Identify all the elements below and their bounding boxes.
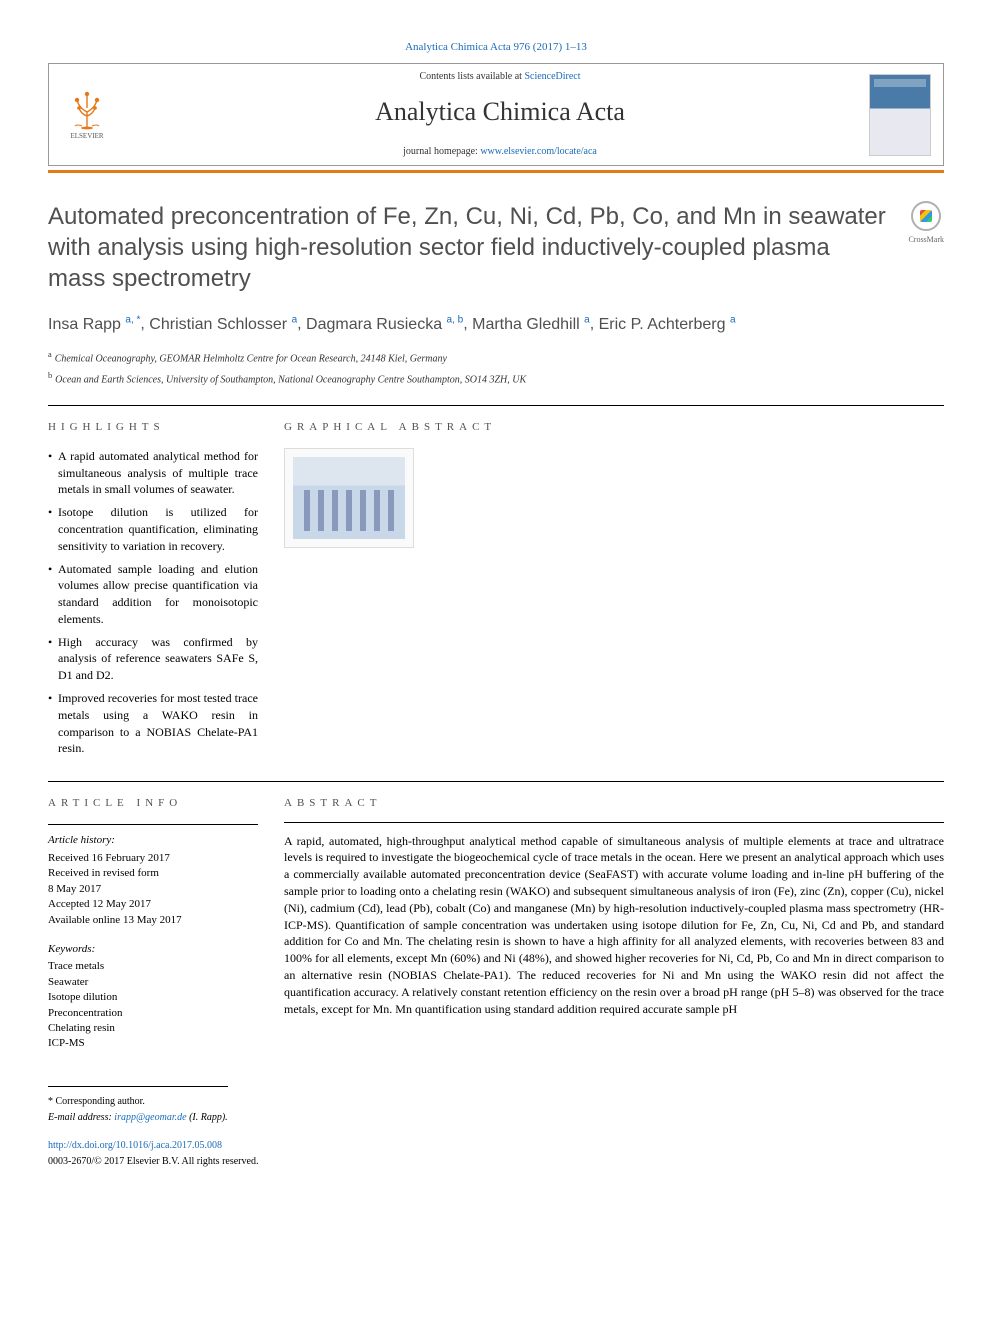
keyword-item: Preconcentration <box>48 1006 258 1021</box>
email-suffix: (I. Rapp). <box>187 1112 228 1123</box>
contents-available-line: Contents lists available at ScienceDirec… <box>131 70 869 84</box>
journal-homepage-link[interactable]: www.elsevier.com/locate/aca <box>480 146 597 157</box>
journal-cover-thumbnail <box>869 74 931 156</box>
copyright-line: 0003-2670/© 2017 Elsevier B.V. All right… <box>48 1155 944 1169</box>
crossmark-label: CrossMark <box>908 234 944 245</box>
article-history-label: Article history: <box>48 833 258 848</box>
crossmark-icon <box>911 201 941 231</box>
highlights-heading: HIGHLIGHTS <box>48 420 258 435</box>
doi-line: http://dx.doi.org/10.1016/j.aca.2017.05.… <box>48 1139 944 1153</box>
graphical-abstract-heading: GRAPHICAL ABSTRACT <box>284 420 944 435</box>
author-name: Martha Gledhill a <box>472 316 590 333</box>
revised-date-l2: 8 May 2017 <box>48 882 258 897</box>
thin-divider <box>48 824 258 825</box>
journal-homepage-line: journal homepage: www.elsevier.com/locat… <box>131 145 869 159</box>
abstract-text: A rapid, automated, high-throughput anal… <box>284 833 944 1018</box>
affiliation-line: bOcean and Earth Sciences, University of… <box>48 370 944 387</box>
keyword-item: Seawater <box>48 975 258 990</box>
received-date: Received 16 February 2017 <box>48 851 258 866</box>
article-title: Automated preconcentration of Fe, Zn, Cu… <box>48 201 888 295</box>
revised-date-l1: Received in revised form <box>48 866 258 881</box>
author-name: Dagmara Rusiecka a, b <box>306 316 463 333</box>
doi-link[interactable]: http://dx.doi.org/10.1016/j.aca.2017.05.… <box>48 1140 222 1151</box>
elsevier-tree-icon <box>67 88 107 130</box>
orange-divider-bar <box>48 170 944 173</box>
article-info-heading: ARTICLE INFO <box>48 796 258 811</box>
authors-line: Insa Rapp a, *, Christian Schlosser a, D… <box>48 312 944 336</box>
corresponding-email-link[interactable]: irapp@geomar.de <box>114 1112 186 1123</box>
highlight-item: A rapid automated analytical method for … <box>48 448 258 498</box>
highlight-item: Improved recoveries for most tested trac… <box>48 690 258 757</box>
graphical-abstract-image <box>284 448 414 548</box>
journal-header-box: ELSEVIER Contents lists available at Sci… <box>48 63 944 165</box>
author-name: Eric P. Achterberg a <box>599 316 736 333</box>
keyword-item: Isotope dilution <box>48 990 258 1005</box>
author-name: Christian Schlosser a <box>149 316 297 333</box>
keywords-label: Keywords: <box>48 942 258 957</box>
highlight-item: Automated sample loading and elution vol… <box>48 561 258 628</box>
affiliation-line: aChemical Oceanography, GEOMAR Helmholtz… <box>48 349 944 366</box>
online-date: Available online 13 May 2017 <box>48 913 258 928</box>
accepted-date: Accepted 12 May 2017 <box>48 897 258 912</box>
highlight-item: Isotope dilution is utilized for concent… <box>48 504 258 554</box>
contents-prefix: Contents lists available at <box>419 71 524 82</box>
email-line: E-mail address: irapp@geomar.de (I. Rapp… <box>48 1111 944 1125</box>
journal-name: Analytica Chimica Acta <box>131 94 869 130</box>
thin-divider <box>284 822 944 823</box>
section-divider <box>48 781 944 782</box>
email-label: E-mail address: <box>48 1112 114 1123</box>
author-name: Insa Rapp a, * <box>48 316 140 333</box>
section-divider <box>48 405 944 406</box>
keyword-item: Trace metals <box>48 959 258 974</box>
homepage-prefix: journal homepage: <box>403 146 480 157</box>
highlight-item: High accuracy was confirmed by analysis … <box>48 634 258 684</box>
crossmark-badge[interactable]: CrossMark <box>908 201 944 245</box>
elsevier-logo: ELSEVIER <box>61 85 113 145</box>
abstract-heading: ABSTRACT <box>284 796 944 811</box>
keyword-item: ICP-MS <box>48 1036 258 1051</box>
highlights-list: A rapid automated analytical method for … <box>48 448 258 758</box>
header-citation: Analytica Chimica Acta 976 (2017) 1–13 <box>48 40 944 55</box>
footer-divider <box>48 1086 228 1087</box>
sciencedirect-link[interactable]: ScienceDirect <box>524 71 580 82</box>
elsevier-label: ELSEVIER <box>70 132 103 142</box>
keyword-item: Chelating resin <box>48 1021 258 1036</box>
corresponding-author-label: * Corresponding author. <box>48 1095 944 1109</box>
